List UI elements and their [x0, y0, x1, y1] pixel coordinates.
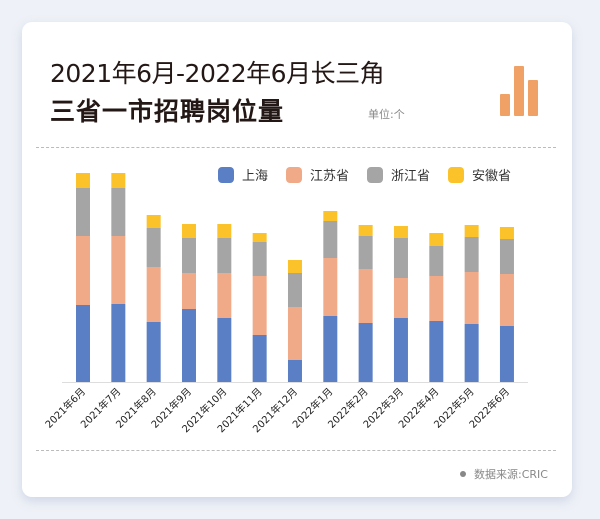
bar-segment [393, 226, 408, 238]
source-text: 数据来源:CRIC [474, 468, 548, 481]
legend-label: 浙江省 [391, 169, 431, 184]
bar-segment [76, 236, 90, 305]
bar-segment [464, 237, 479, 272]
bar-segment [181, 224, 196, 238]
bar-segment [252, 233, 267, 242]
bar-segment [393, 278, 408, 318]
legend-item: 江苏省 [286, 165, 349, 184]
legend-swatch [218, 166, 234, 183]
bar-segment [358, 225, 373, 236]
chart-title-line1: 2021年6月-2022年6月长三角 [50, 59, 385, 88]
bar-segment [217, 273, 232, 318]
legend-swatch [286, 166, 303, 183]
bar-segment [323, 221, 338, 258]
legend-label: 安徽省 [472, 169, 512, 184]
bullet-icon [460, 471, 467, 477]
bar-segment [252, 335, 267, 382]
bar-segment [429, 246, 444, 276]
bar-segment [358, 269, 373, 323]
bar-segment [76, 305, 90, 382]
bar-segment [252, 276, 267, 335]
bar-segment [76, 188, 90, 236]
legend-label: 上海 [242, 169, 269, 184]
bar-segment [146, 228, 161, 267]
legend-label: 江苏省 [310, 169, 350, 184]
bar-segment [499, 326, 514, 382]
legend-item: 浙江省 [367, 165, 430, 184]
bar-segment [393, 238, 408, 278]
bar-segment [146, 322, 161, 382]
data-source: 数据来源:CRIC [460, 466, 548, 482]
unit-label: 单位:个 [368, 108, 405, 121]
bar-segment [146, 267, 161, 322]
top-divider [36, 147, 556, 148]
bar-segment [287, 273, 302, 307]
bar-segment [217, 238, 232, 273]
bar-segment [181, 273, 196, 309]
bar-segment [499, 274, 514, 326]
bar-segment [499, 239, 514, 274]
bar-segment [287, 360, 302, 382]
bar-segment [252, 242, 267, 276]
bar-segment [181, 238, 196, 273]
legend: 上海 江苏省 浙江省 安徽省 [218, 165, 511, 184]
bar-segment [287, 307, 302, 360]
legend-swatch [448, 166, 465, 183]
bar-segment [464, 225, 479, 237]
legend-item: 上海 [218, 165, 268, 184]
bar-segment [111, 304, 126, 382]
legend-swatch [367, 166, 384, 183]
bar-segment [111, 188, 126, 236]
bar-segment [181, 309, 196, 382]
bar-segment [464, 324, 479, 382]
bar-segment [111, 236, 126, 304]
bar-segment [429, 321, 444, 382]
bar-segment [499, 227, 514, 239]
bar-segment [217, 224, 232, 238]
bar-segment [429, 233, 444, 246]
bar-segment [393, 318, 408, 382]
bar-segment [358, 323, 373, 382]
bar-segment [464, 272, 479, 324]
bar-segment [358, 236, 373, 269]
bar-segment [323, 211, 338, 221]
bar-segment [287, 260, 302, 273]
bar-segment [146, 215, 161, 228]
bar-segment [323, 316, 338, 382]
bar-chart-icon [500, 66, 538, 116]
bar-segment [76, 173, 90, 188]
chart-title-line2: 三省一市招聘岗位量 [50, 97, 285, 126]
bar-segment [429, 276, 444, 321]
bottom-divider [36, 450, 556, 451]
bar-segment [217, 318, 232, 382]
bar-segment [323, 258, 338, 316]
legend-item: 安徽省 [448, 165, 511, 184]
bar-segment [111, 173, 126, 188]
